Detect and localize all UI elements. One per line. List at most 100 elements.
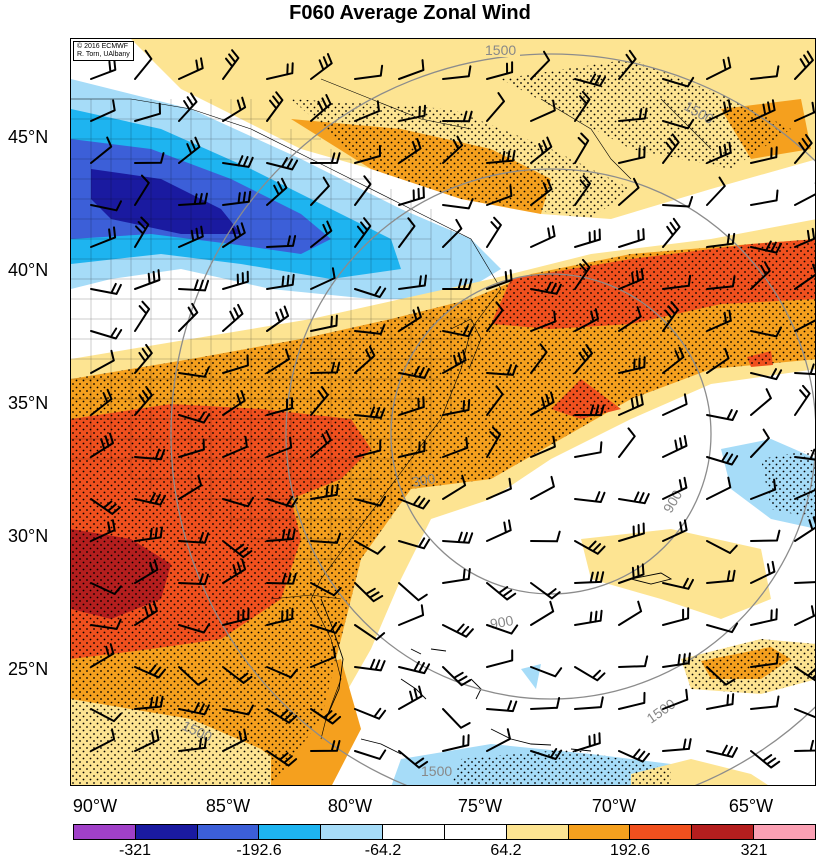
wind-barb [706, 409, 738, 421]
wind-barb [794, 488, 815, 500]
distance-contours [170, 53, 815, 785]
wind-barb [442, 218, 463, 248]
wind-barb [706, 744, 738, 758]
wind-barb [398, 306, 422, 332]
wind-barb [178, 279, 210, 292]
wind-barb [90, 498, 121, 515]
colorbar-segment [444, 825, 507, 839]
wind-barbs [90, 49, 815, 769]
wind-barb [266, 177, 288, 206]
wind-barb [442, 325, 474, 338]
wind-barb [442, 278, 473, 290]
wind-barb [618, 522, 645, 542]
wind-barb [618, 748, 650, 763]
wind-barb [706, 476, 732, 500]
wind-barb [706, 275, 736, 290]
wind-barb [398, 750, 429, 769]
wind-barb [750, 99, 776, 122]
wind-barb [354, 217, 372, 248]
wind-barb [662, 196, 694, 208]
wind-barb [222, 49, 240, 80]
wind-barb [794, 363, 815, 376]
contour-label: 1500 [421, 763, 452, 779]
wind-barb [134, 664, 167, 679]
lon-label: 90°W [72, 796, 118, 816]
wind-barb [662, 217, 681, 248]
colorbar-segment [383, 825, 445, 839]
wind-barb [134, 729, 160, 752]
colorbar-segment [259, 825, 322, 839]
wind-barb [398, 685, 423, 710]
lon-label: 85°W [205, 796, 251, 816]
wind-barb [178, 411, 211, 424]
colorbar-tick-label: -321 [118, 842, 152, 859]
wind-barb [354, 286, 387, 298]
wind-barb [486, 184, 513, 206]
colorbar-segment [321, 825, 384, 839]
wind-barb [266, 348, 290, 374]
wind-barb [530, 748, 563, 760]
wind-barb [134, 49, 153, 80]
wind-barb [398, 495, 431, 510]
wind-barb [530, 178, 553, 206]
wind-barb [134, 343, 153, 374]
lon-label: 70°W [591, 796, 637, 816]
wind-barb [486, 92, 505, 122]
wind-barb [222, 155, 254, 168]
wind-barb [706, 176, 726, 206]
wind-barb [662, 393, 688, 416]
wind-barb [222, 607, 250, 626]
wind-barb [266, 436, 293, 458]
wind-barb [354, 406, 386, 419]
wind-barb [310, 176, 330, 206]
wind-barb [222, 540, 253, 559]
wind-barb [662, 652, 691, 668]
wind-barb [618, 655, 649, 668]
wind-barb [310, 740, 341, 752]
wind-barb [618, 491, 650, 505]
wind-barb [618, 49, 637, 80]
wind-barb [178, 366, 210, 378]
wind-barb [90, 58, 117, 80]
wind-barb [662, 76, 695, 88]
wind-barb [354, 624, 386, 641]
wind-barb [794, 101, 815, 122]
wind-barb [398, 274, 427, 290]
colorbar-segment [754, 825, 815, 839]
wind-barb [266, 572, 297, 585]
wind-barb [178, 438, 205, 458]
wind-barb [442, 531, 474, 544]
wind-barb [794, 516, 815, 542]
wind-barb [662, 738, 692, 752]
wind-barb [90, 388, 113, 416]
wind-barb [354, 323, 386, 335]
copyright-box: © 2016 ECMWF R. Torn, UAlbany [73, 41, 134, 61]
wind-barb [750, 428, 770, 458]
wind-barb [398, 396, 425, 416]
wind-barb [794, 227, 815, 248]
wind-barb [134, 695, 164, 710]
wind-barb [530, 99, 556, 122]
wind-barb [134, 492, 166, 506]
wind-barb [178, 136, 201, 164]
wind-barb [90, 519, 116, 542]
wind-barb [530, 582, 561, 600]
copyright-line: © 2016 ECMWF [77, 43, 129, 50]
wind-barb [618, 600, 643, 626]
wind-barb [750, 695, 780, 710]
wind-barb [398, 582, 428, 602]
wind-barb [662, 274, 692, 290]
wind-barb [266, 495, 299, 508]
wind-barb [398, 660, 431, 675]
lon-label: 75°W [457, 796, 503, 816]
wind-barb [266, 750, 298, 767]
lat-label: 35°N [8, 393, 49, 413]
wind-barb [750, 750, 781, 769]
wind-barb [90, 582, 122, 595]
wind-barb [662, 435, 688, 458]
wind-barb [750, 368, 783, 381]
lat-label: 45°N [8, 127, 49, 147]
wind-barb [178, 702, 210, 716]
wind-barb [574, 344, 593, 374]
wind-barb [530, 136, 553, 164]
